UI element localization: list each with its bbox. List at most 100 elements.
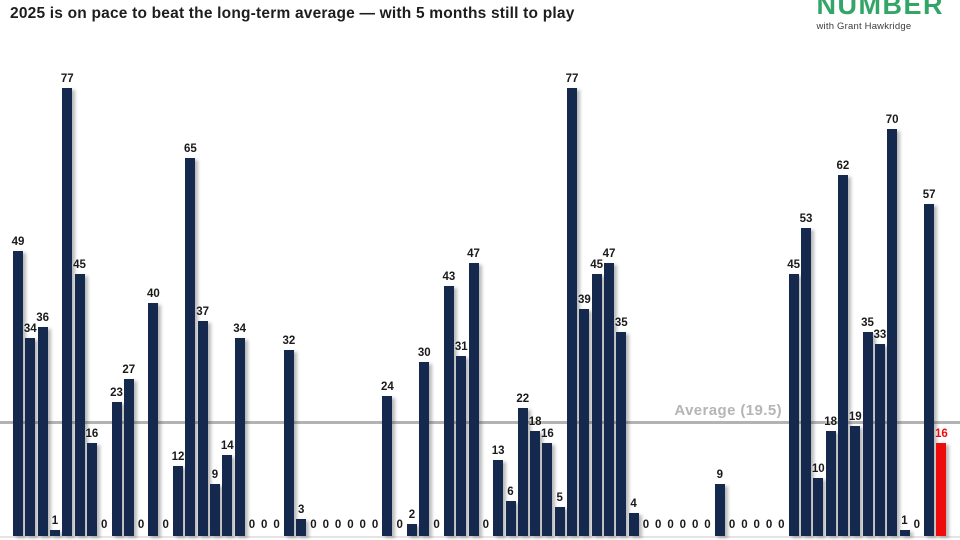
brand-logo-tagline: with Grant Hawkridge (816, 20, 912, 32)
bar-value-label: 0 (347, 519, 354, 531)
bar (62, 88, 73, 536)
bar-slot: 18 (529, 50, 542, 536)
bar-slot: 1 (899, 50, 910, 536)
bar-slot: 0 (309, 50, 319, 536)
bar-value-label: 43 (442, 270, 456, 283)
bar-slot: 0 (912, 50, 922, 536)
bar (222, 454, 233, 536)
bar-slot: 18 (824, 50, 837, 536)
bar-value-label: 32 (282, 334, 296, 347)
bar-slot: 16 (541, 50, 554, 536)
bar-value-label: 0 (310, 519, 317, 531)
bar (628, 512, 639, 536)
bar (111, 402, 122, 536)
bar-value-label: 49 (11, 235, 25, 248)
bar-value-label: 0 (642, 519, 650, 531)
bar-slot: 0 (764, 50, 774, 536)
bar (123, 378, 134, 536)
bar-slot: 0 (752, 50, 762, 536)
bar-slot: 0 (739, 50, 749, 536)
bar-value-label: 0 (371, 519, 379, 531)
bar (25, 338, 36, 536)
bar-slot: 62 (836, 50, 850, 536)
bar-slot: 36 (36, 50, 49, 536)
bar-slot: 0 (321, 50, 331, 536)
bar-value-label: 37 (196, 305, 210, 318)
bar-value-label: 0 (913, 519, 921, 531)
bar-value-label: 0 (322, 519, 330, 531)
bar-value-label: 0 (248, 519, 256, 531)
bar-value-label: 34 (233, 323, 247, 336)
bar (419, 361, 430, 536)
chart-baseline (0, 536, 960, 538)
bar (296, 518, 307, 536)
bar (887, 128, 898, 536)
bar (924, 204, 935, 536)
bar-value-label: 70 (885, 113, 899, 126)
bar-value-label: 0 (433, 519, 440, 531)
bar (899, 530, 910, 536)
bar (591, 274, 602, 536)
bar-slot: 0 (272, 50, 282, 536)
bar (825, 431, 836, 536)
bar (13, 250, 23, 536)
bar (173, 466, 184, 536)
bar-slot: 33 (873, 50, 886, 536)
bar-slot: 0 (641, 50, 651, 536)
bar-value-label: 3 (297, 503, 305, 516)
bar (567, 88, 578, 536)
bar-slot: 0 (666, 50, 676, 536)
bar-slot: 0 (358, 50, 368, 536)
bar-value-label: 0 (741, 519, 748, 531)
bar-slot: 19 (849, 50, 862, 536)
bar-slot: 14 (220, 50, 234, 536)
highlight-bar (936, 442, 947, 536)
bar-value-label: 0 (667, 519, 674, 531)
bar-value-label: 16 (935, 427, 948, 440)
bar-slot: 0 (481, 50, 491, 536)
bar (801, 227, 811, 536)
bar-slot: 70 (885, 50, 899, 536)
bar-value-label: 0 (482, 519, 490, 531)
bar-slot: 6 (505, 50, 516, 536)
bar-value-label: 4 (630, 497, 637, 510)
bar (554, 506, 565, 536)
bar-slot: 49 (11, 50, 25, 536)
bar (579, 309, 590, 536)
bar-value-label: 12 (171, 451, 185, 464)
bar (542, 442, 553, 536)
bar-slot: 31 (455, 50, 468, 536)
bar-value-label: 1 (901, 515, 908, 528)
bar (148, 303, 159, 536)
bar-slot: 9 (210, 50, 220, 536)
bar-slot: 0 (345, 50, 355, 536)
bar-slot: 27 (122, 50, 135, 536)
bar-value-label: 30 (417, 346, 431, 359)
bar-value-label: 47 (467, 247, 480, 260)
bar-value-label: 16 (541, 427, 554, 440)
average-line-label: Average (19.5) (674, 401, 782, 419)
bar (234, 338, 245, 536)
bar-slot: 0 (727, 50, 737, 536)
bar-slot: 34 (24, 50, 37, 536)
bar-value-label: 10 (811, 462, 825, 475)
bar-slot: 0 (395, 50, 405, 536)
bar-value-label: 0 (753, 519, 760, 531)
bar-slot: 0 (99, 50, 109, 536)
bar-value-label: 9 (716, 468, 724, 481)
bar-value-label: 0 (137, 519, 145, 531)
bar-value-label: 24 (380, 381, 394, 394)
bar (714, 483, 725, 536)
bar-value-label: 45 (590, 259, 604, 272)
bar-slot: 39 (578, 50, 591, 536)
bar-value-label: 77 (60, 73, 74, 85)
bar-slot: 22 (516, 50, 529, 536)
bar-value-label: 47 (602, 247, 616, 260)
bar (604, 262, 614, 536)
bar-slot: 10 (811, 50, 825, 536)
bar (74, 274, 85, 536)
bar-value-label: 0 (679, 519, 687, 531)
bar-value-label: 14 (220, 439, 234, 452)
bar-value-label: 0 (765, 519, 773, 531)
bar-value-label: 62 (836, 160, 850, 173)
